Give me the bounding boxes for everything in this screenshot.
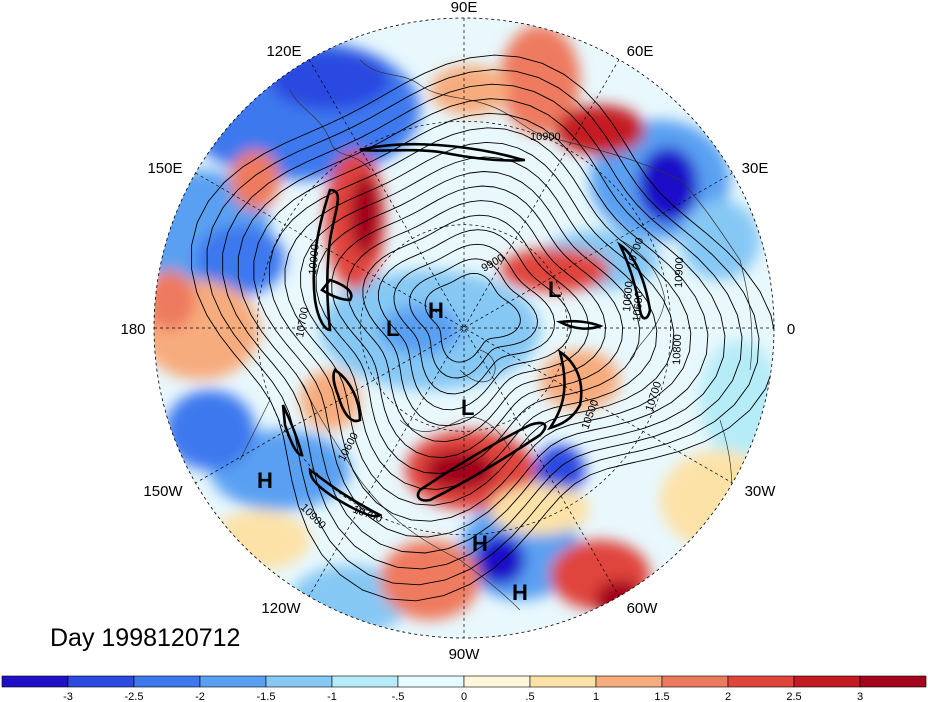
colorbar-tick-label: -1.5: [257, 691, 276, 702]
colorbar-swatch: [727, 675, 795, 688]
colorbar-swatch: [67, 675, 135, 688]
colorbar-swatch: [265, 675, 333, 688]
colorbar-swatch: [793, 675, 861, 688]
lon-label-60w: 60W: [627, 600, 659, 617]
height-contour-line: [393, 243, 555, 395]
colorbar-swatch: [397, 675, 465, 688]
colorbar-tick-label: -1: [327, 691, 337, 702]
map-boundary: [153, 17, 775, 639]
colorbar-tick-label: 3: [857, 691, 863, 702]
jet-streaks: [281, 142, 652, 518]
lon-label-90e: 90E: [451, 0, 478, 16]
height-contour-line: [253, 112, 709, 538]
contour-label: 10600: [631, 291, 646, 323]
colorbar-tick-label: -.5: [392, 691, 405, 702]
colorbar-swatch: [529, 675, 597, 688]
high-pressure-marker: H: [472, 531, 488, 556]
height-contour-line: [222, 83, 743, 570]
contour-label: 10900: [307, 244, 322, 276]
height-contour-line: [362, 214, 590, 427]
colorbar-tick-label: -2.5: [125, 691, 144, 702]
coastlines: [239, 59, 753, 611]
height-contour-line: [331, 185, 624, 459]
low-pressure-marker: L: [461, 395, 474, 420]
lon-label-120w: 120W: [261, 600, 301, 617]
height-contour-line: [377, 229, 572, 411]
colorbar-tick-label: 1.5: [654, 691, 669, 702]
colorbar-swatch: [595, 675, 663, 688]
colorbar-swatch: [199, 675, 267, 688]
colorbar-swatch: [331, 675, 399, 688]
anomaly-shading: [154, 25, 774, 635]
colorbar-tick-label: 0: [461, 691, 467, 702]
colorbar: -3 -2.5 -2 -1.5 -1 -.5 0 .5 1 1.5 2 2.5 3: [1, 675, 927, 702]
height-contour-line: [284, 141, 675, 506]
graticule: [154, 18, 774, 638]
lon-label-60e: 60E: [627, 43, 654, 60]
colorbar-tick-label: -3: [63, 691, 73, 702]
height-contour-line: [300, 156, 658, 490]
lon-label-150w: 150W: [143, 483, 183, 500]
contour-label: 10900: [673, 257, 686, 288]
low-pressure-marker: L: [548, 277, 561, 302]
colorbar-swatch: [1, 675, 69, 688]
lon-label-180: 180: [120, 321, 145, 338]
height-contour-line: [409, 258, 538, 379]
colorbar-swatch: [859, 675, 927, 688]
figure-title: Day 1998120712: [50, 624, 240, 652]
height-contour-line: [206, 69, 760, 586]
colorbar-tick-label: -2: [195, 691, 205, 702]
height-contour-line: [191, 54, 774, 602]
height-contour-line: [315, 171, 641, 474]
colorbar-tick-label: .5: [525, 691, 534, 702]
lon-label-150e: 150E: [147, 160, 182, 177]
contour-label: 10900: [530, 131, 561, 143]
high-pressure-marker: H: [257, 468, 273, 493]
high-pressure-marker: H: [512, 580, 528, 605]
low-pressure-marker: L: [386, 316, 399, 341]
height-contour-line: [237, 98, 726, 554]
colorbar-swatch: [133, 675, 201, 688]
lon-label-90w: 90W: [449, 646, 481, 663]
map-disk: 10900 9900 10700 10900 10600 10700 10900…: [154, 18, 774, 638]
colorbar-tick-label: 2: [725, 691, 731, 702]
contour-label: 10600: [621, 281, 636, 313]
pressure-centers: L L H L H H H: [257, 277, 561, 605]
colorbar-swatch: [463, 675, 531, 688]
lon-label-0: 0: [787, 321, 795, 338]
high-pressure-marker: H: [428, 298, 444, 323]
height-contour-line: [424, 272, 521, 363]
contour-label: 10800: [671, 334, 684, 365]
lon-label-30e: 30E: [742, 160, 769, 177]
height-contours: [191, 54, 774, 602]
colorbar-tick-label: 1: [593, 691, 599, 702]
contour-label: 10700: [294, 306, 311, 338]
lon-label-30w: 30W: [745, 483, 777, 500]
colorbar-tick-label: 2.5: [786, 691, 801, 702]
height-contour-line: [268, 127, 692, 522]
lon-label-120e: 120E: [266, 43, 301, 60]
colorbar-swatch: [661, 675, 729, 688]
height-contour-line: [346, 200, 607, 443]
longitude-labels: 90E 60E 30E 0 30W 60W 90W 120W 150W 180 …: [120, 0, 795, 663]
